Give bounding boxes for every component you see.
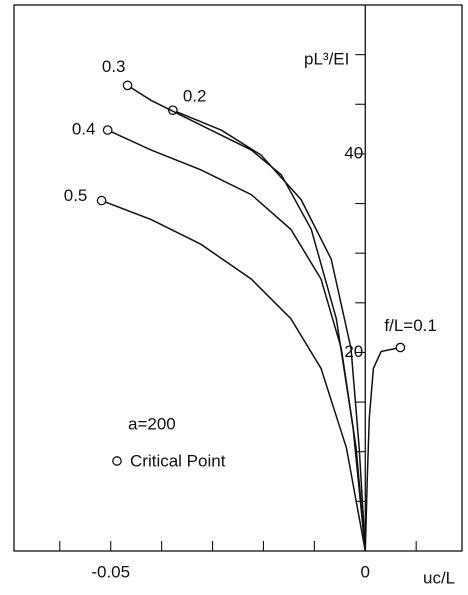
series-label: f/L=0.1 (384, 316, 436, 335)
series-label: 0.4 (72, 120, 96, 139)
annotation: a=200 (128, 414, 176, 433)
curve (172, 109, 367, 552)
y-tick-label: 20 (344, 342, 363, 361)
y-axis-label: pL³/EI (304, 49, 349, 68)
critical-point (122, 80, 133, 91)
curve (364, 346, 401, 552)
critical-point (102, 125, 113, 135)
curve (107, 129, 367, 552)
y-tick-label: 40 (344, 143, 363, 162)
legend-marker (112, 456, 122, 466)
critical-point (395, 342, 406, 353)
x-axis-label: uc/L (423, 568, 455, 587)
x-tick-label: 0 (361, 562, 370, 581)
series-label: 0.5 (64, 186, 88, 205)
x-tick-label: -0.05 (91, 562, 130, 581)
series-label: 0.2 (183, 87, 207, 106)
legend-label: Critical Point (130, 451, 226, 470)
critical-point (96, 195, 107, 206)
curve (101, 199, 367, 552)
series-label: 0.3 (102, 57, 126, 76)
plot-frame (13, 4, 463, 552)
